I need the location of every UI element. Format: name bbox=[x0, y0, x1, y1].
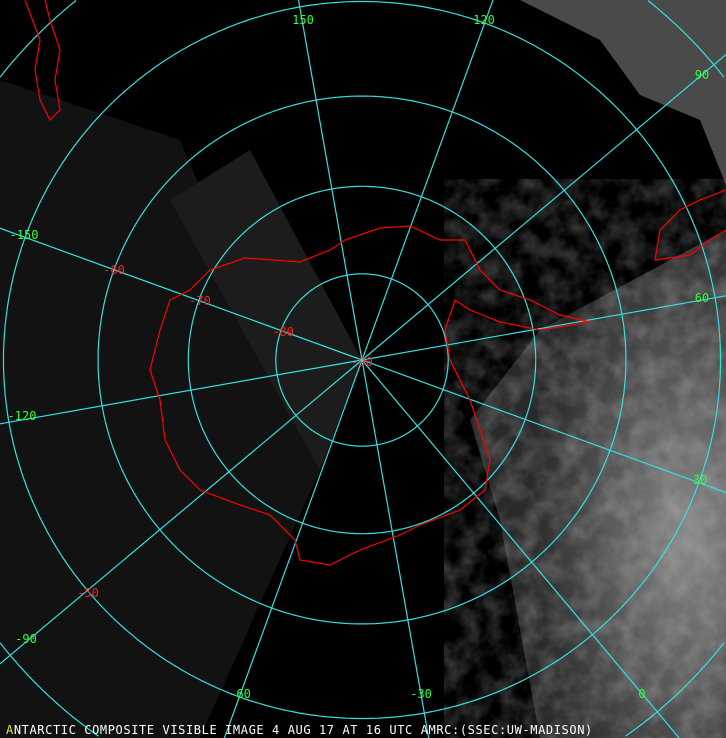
dark-sector-mid bbox=[170, 150, 362, 470]
new-zealand-coastline bbox=[24, 0, 61, 122]
meridian-line bbox=[0, 359, 363, 665]
latitude-circle bbox=[97, 95, 627, 625]
meridian-line bbox=[361, 359, 726, 494]
longitude-label: -60 bbox=[229, 687, 251, 701]
meridian-line bbox=[361, 359, 680, 738]
meridian-line bbox=[361, 295, 726, 361]
caption-first-char: A bbox=[6, 723, 14, 737]
latitude-label: -80 bbox=[272, 325, 294, 339]
meridian-line bbox=[0, 359, 363, 425]
longitude-label: 120 bbox=[473, 13, 495, 27]
dark-sector-left bbox=[0, 80, 320, 738]
longitude-label: 30 bbox=[693, 473, 707, 487]
meridian-line bbox=[361, 0, 494, 361]
image-caption: ANTARCTIC COMPOSITE VISIBLE IMAGE 4 AUG … bbox=[6, 723, 593, 737]
latitude-circle bbox=[275, 273, 449, 447]
meridian-line bbox=[223, 359, 363, 738]
meridian-line bbox=[297, 0, 363, 361]
latitude-label: -90 bbox=[351, 355, 373, 369]
longitude-label: -30 bbox=[410, 687, 432, 701]
meridian-line bbox=[361, 54, 726, 361]
latitude-label: -60 bbox=[103, 263, 125, 277]
cloud-texture bbox=[470, 230, 726, 738]
latitude-circle bbox=[187, 185, 537, 535]
grid-labels: 150 120 90 60 30 0 -30 -60 -90 -120 -150 -50 -60 -70 -… bbox=[8, 13, 710, 701]
longitude-label: -120 bbox=[8, 409, 37, 423]
cloud-region-top bbox=[520, 0, 726, 185]
antarctica-coastline bbox=[149, 225, 591, 566]
latitude-label: -50 bbox=[77, 586, 99, 600]
south-america-coastline bbox=[654, 189, 726, 261]
longitude-label: -90 bbox=[15, 632, 37, 646]
latitude-label: -70 bbox=[189, 294, 211, 308]
longitude-label: 60 bbox=[695, 291, 709, 305]
meridian-line bbox=[361, 359, 430, 738]
caption-text: NTARCTIC COMPOSITE VISIBLE IMAGE 4 AUG 1… bbox=[13, 723, 593, 737]
longitude-label: 0 bbox=[638, 687, 645, 701]
longitude-label: -150 bbox=[10, 228, 39, 242]
longitude-label: 90 bbox=[695, 68, 709, 82]
latitude-circle bbox=[2, 0, 722, 720]
longitude-label: 150 bbox=[292, 13, 314, 27]
